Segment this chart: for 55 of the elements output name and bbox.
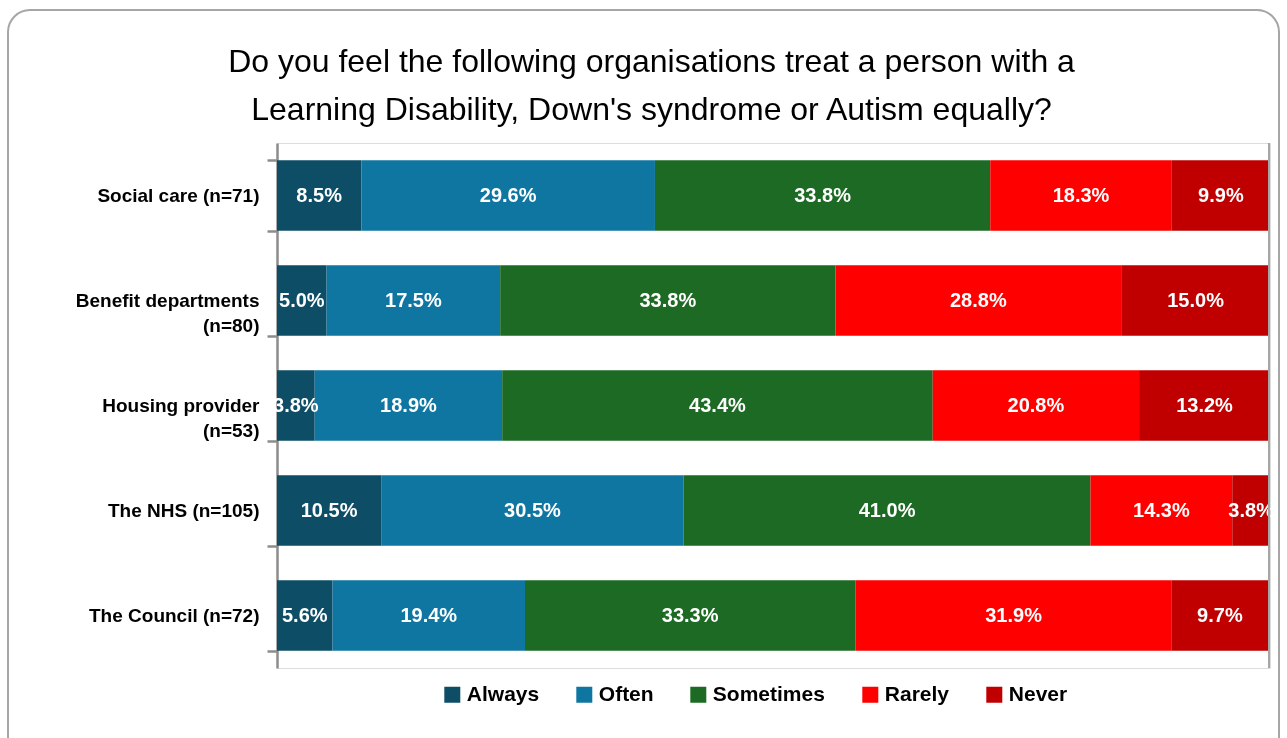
- legend-label: Often: [598, 681, 654, 705]
- data-label: 30.5%: [504, 498, 562, 521]
- data-label: 13.2%: [1176, 393, 1234, 416]
- legend-label: Always: [466, 681, 540, 705]
- bar: [654, 160, 991, 231]
- bar: [277, 580, 333, 651]
- bar: [1171, 580, 1269, 651]
- data-label: 31.9%: [985, 603, 1043, 626]
- bar: [500, 265, 836, 336]
- bar: [277, 475, 382, 546]
- data-label: 41.0%: [858, 498, 916, 521]
- data-label: 43.4%: [689, 393, 747, 416]
- chart-title: Do you feel the following organisations treat a person with a Learning Disability, Down's syndrome or Autism equally?: [228, 43, 1076, 127]
- bar: [1139, 370, 1270, 441]
- bar: [1171, 160, 1270, 231]
- bar: [683, 475, 1091, 546]
- bar: [1121, 265, 1270, 336]
- bar: [835, 265, 1122, 336]
- data-label: 17.5%: [385, 288, 442, 311]
- bar: [855, 580, 1172, 651]
- data-label: 19.4%: [400, 603, 458, 626]
- y-tick-label: Benefit departments (n=80): [75, 290, 260, 336]
- data-label: 9.9%: [1198, 183, 1244, 206]
- bar: [990, 160, 1172, 231]
- bar: [932, 370, 1140, 441]
- bar: [277, 265, 327, 336]
- bar: [525, 580, 856, 651]
- data-label: 14.3%: [1133, 498, 1190, 521]
- data-label: 9.7%: [1197, 603, 1243, 626]
- data-label: 33.8%: [639, 288, 697, 311]
- data-label: 15.0%: [1167, 288, 1225, 311]
- bar: [277, 160, 362, 231]
- y-tick-label: The Council (n=72): [89, 605, 260, 626]
- legend-label: Rarely: [884, 681, 950, 705]
- bar: [381, 475, 684, 546]
- legend-label: Sometimes: [712, 681, 825, 705]
- bar: [361, 160, 655, 231]
- data-label: 33.3%: [661, 603, 719, 626]
- y-tick-label: Housing provider (n=53): [102, 395, 261, 441]
- y-tick-label: The NHS (n=105): [107, 500, 260, 521]
- data-label: 29.6%: [479, 183, 537, 206]
- data-label: 5.6%: [281, 603, 328, 626]
- data-label: 5.0%: [279, 288, 325, 311]
- bar: [326, 265, 501, 336]
- bar: [332, 580, 525, 651]
- legend-label: Never: [1008, 681, 1068, 705]
- data-label: 33.8%: [794, 183, 852, 206]
- data-label: 8.5%: [296, 183, 343, 206]
- data-label: 28.8%: [949, 288, 1007, 311]
- data-label: 18.3%: [1052, 183, 1110, 206]
- bar: [502, 370, 933, 441]
- data-label: 10.5%: [300, 498, 358, 521]
- data-label: 18.9%: [380, 393, 438, 416]
- y-tick-label: Social care (n=71): [97, 185, 260, 206]
- data-label: 20.8%: [1007, 393, 1065, 416]
